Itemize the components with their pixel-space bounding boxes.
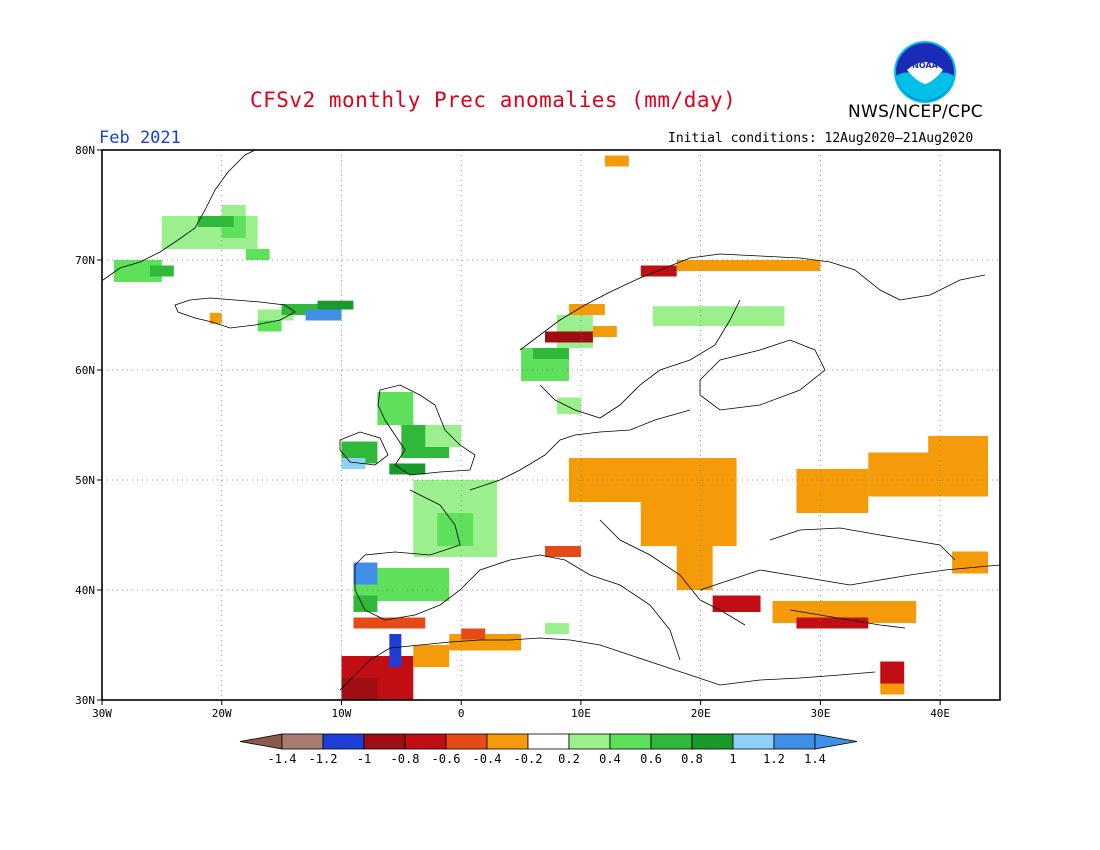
colorbar-label: -1 [357, 752, 371, 766]
anomaly-cell [545, 546, 581, 557]
colorbar-max-arrow [814, 733, 858, 750]
colorbar-swatch [281, 733, 324, 750]
lon-tick-label: 10E [571, 707, 591, 720]
anomaly-cell [353, 562, 378, 585]
anomaly-cell [652, 306, 785, 326]
anomaly-cell [880, 683, 905, 695]
initial-conditions: Initial conditions: 12Aug2020–21Aug2020 [668, 131, 974, 146]
colorbar-swatch [322, 733, 365, 750]
lat-tick-label: 50N [75, 474, 95, 487]
anomaly-cell [437, 513, 474, 546]
colorbar-swatch [773, 733, 816, 750]
lon-tick-label: 20E [691, 707, 711, 720]
anomaly-cell [389, 463, 426, 475]
anomaly-cells [113, 155, 989, 700]
lon-tick-label: 30W [92, 707, 112, 720]
colorbar-label: -0.4 [473, 752, 502, 766]
colorbar-label: -0.8 [391, 752, 420, 766]
colorbar-label: -1.4 [268, 752, 297, 766]
colorbar-label: 0.8 [681, 752, 703, 766]
lon-tick-label: 30E [810, 707, 830, 720]
map-title: CFSv2 monthly Prec anomalies (mm/day) [250, 88, 737, 112]
anomaly-cell [377, 392, 414, 425]
colorbar-swatch [527, 733, 570, 750]
lon-tick-label: 20W [212, 707, 232, 720]
lat-tick-label: 70N [75, 254, 95, 267]
anomaly-cell [413, 645, 450, 667]
agency-label: NWS/NCEP/CPC [848, 102, 983, 122]
anomaly-cell [533, 348, 569, 359]
anomaly-cell [545, 623, 569, 634]
anomaly-cell [353, 617, 426, 629]
anomaly-cell [209, 312, 222, 324]
anomaly-cell [545, 331, 593, 343]
anomaly-cell [245, 249, 270, 260]
anomaly-cell [712, 595, 761, 612]
colorbar-label: -0.6 [432, 752, 461, 766]
colorbar-label: 1.2 [763, 752, 785, 766]
lat-tick-label: 30N [75, 694, 95, 707]
anomaly-cell [149, 265, 174, 277]
anomaly-cell [221, 205, 246, 216]
colorbar-swatch [445, 733, 488, 750]
colorbar-label: 0.4 [599, 752, 621, 766]
anomaly-cell [880, 661, 905, 684]
anomaly-cell [676, 546, 713, 590]
colorbar-label: 0.6 [640, 752, 662, 766]
anomaly-cell [341, 678, 378, 700]
anomaly-cell [353, 595, 378, 612]
anomaly-cell [389, 634, 402, 667]
anomaly-cell [592, 326, 617, 337]
anomaly-cell [568, 304, 605, 315]
anomaly-cell [461, 628, 486, 640]
anomaly-cell [604, 155, 629, 167]
anomaly-cell [317, 300, 354, 310]
colorbar-label: -0.2 [514, 752, 543, 766]
anomaly-cell [952, 551, 989, 574]
colorbar-label: -1.2 [309, 752, 338, 766]
anomaly-cell [257, 309, 294, 321]
map-frame [101, 149, 1001, 701]
axis-ticks: 30W 20W 10W 0 10E 20E 30E 40E 30N 40N 50N 60N 70N 80N [75, 144, 950, 720]
anomaly-cell [197, 216, 234, 227]
colorbar-label: 1.4 [804, 752, 826, 766]
anomaly-cell [868, 452, 989, 497]
anomaly-cell [281, 304, 318, 315]
colorbar-swatch [691, 733, 734, 750]
colorbar-swatch [609, 733, 652, 750]
anomaly-cell [640, 265, 677, 277]
colorbar-label: 1 [729, 752, 736, 766]
lon-tick-label: 10W [332, 707, 352, 720]
colorbar-swatch [732, 733, 775, 750]
colorbar-swatch [650, 733, 693, 750]
anomaly-cell [796, 617, 869, 629]
svg-text:NOAA: NOAA [912, 61, 938, 70]
anomaly-cell [425, 425, 462, 447]
colorbar: -1.4 -1.2 -1 -0.8 -0.6 -0.4 -0.2 0.2 0.4 0.6 0.8 1 1… [239, 733, 858, 766]
anomaly-cell [640, 502, 737, 546]
noaa-logo-icon: NOAA [894, 41, 956, 103]
lat-tick-label: 80N [75, 144, 95, 157]
colorbar-swatch [568, 733, 611, 750]
graticule [102, 150, 1000, 700]
lat-tick-label: 60N [75, 364, 95, 377]
anomaly-cell [305, 309, 342, 321]
anomaly-cell [676, 260, 821, 271]
lon-tick-label: 40E [930, 707, 950, 720]
forecast-month: Feb 2021 [99, 128, 181, 148]
anomaly-cell [341, 458, 366, 469]
lat-tick-label: 40N [75, 584, 95, 597]
colorbar-min-arrow [239, 733, 283, 750]
lon-tick-label: 0 [458, 707, 465, 720]
colorbar-label: 0.2 [558, 752, 580, 766]
colorbar-swatch [363, 733, 406, 750]
anomaly-cell [556, 397, 581, 414]
colorbar-swatch [486, 733, 529, 750]
anomaly-cell [257, 320, 282, 332]
colorbar-swatch [404, 733, 447, 750]
anomaly-cell [796, 469, 869, 513]
anomaly-cell [928, 436, 989, 453]
